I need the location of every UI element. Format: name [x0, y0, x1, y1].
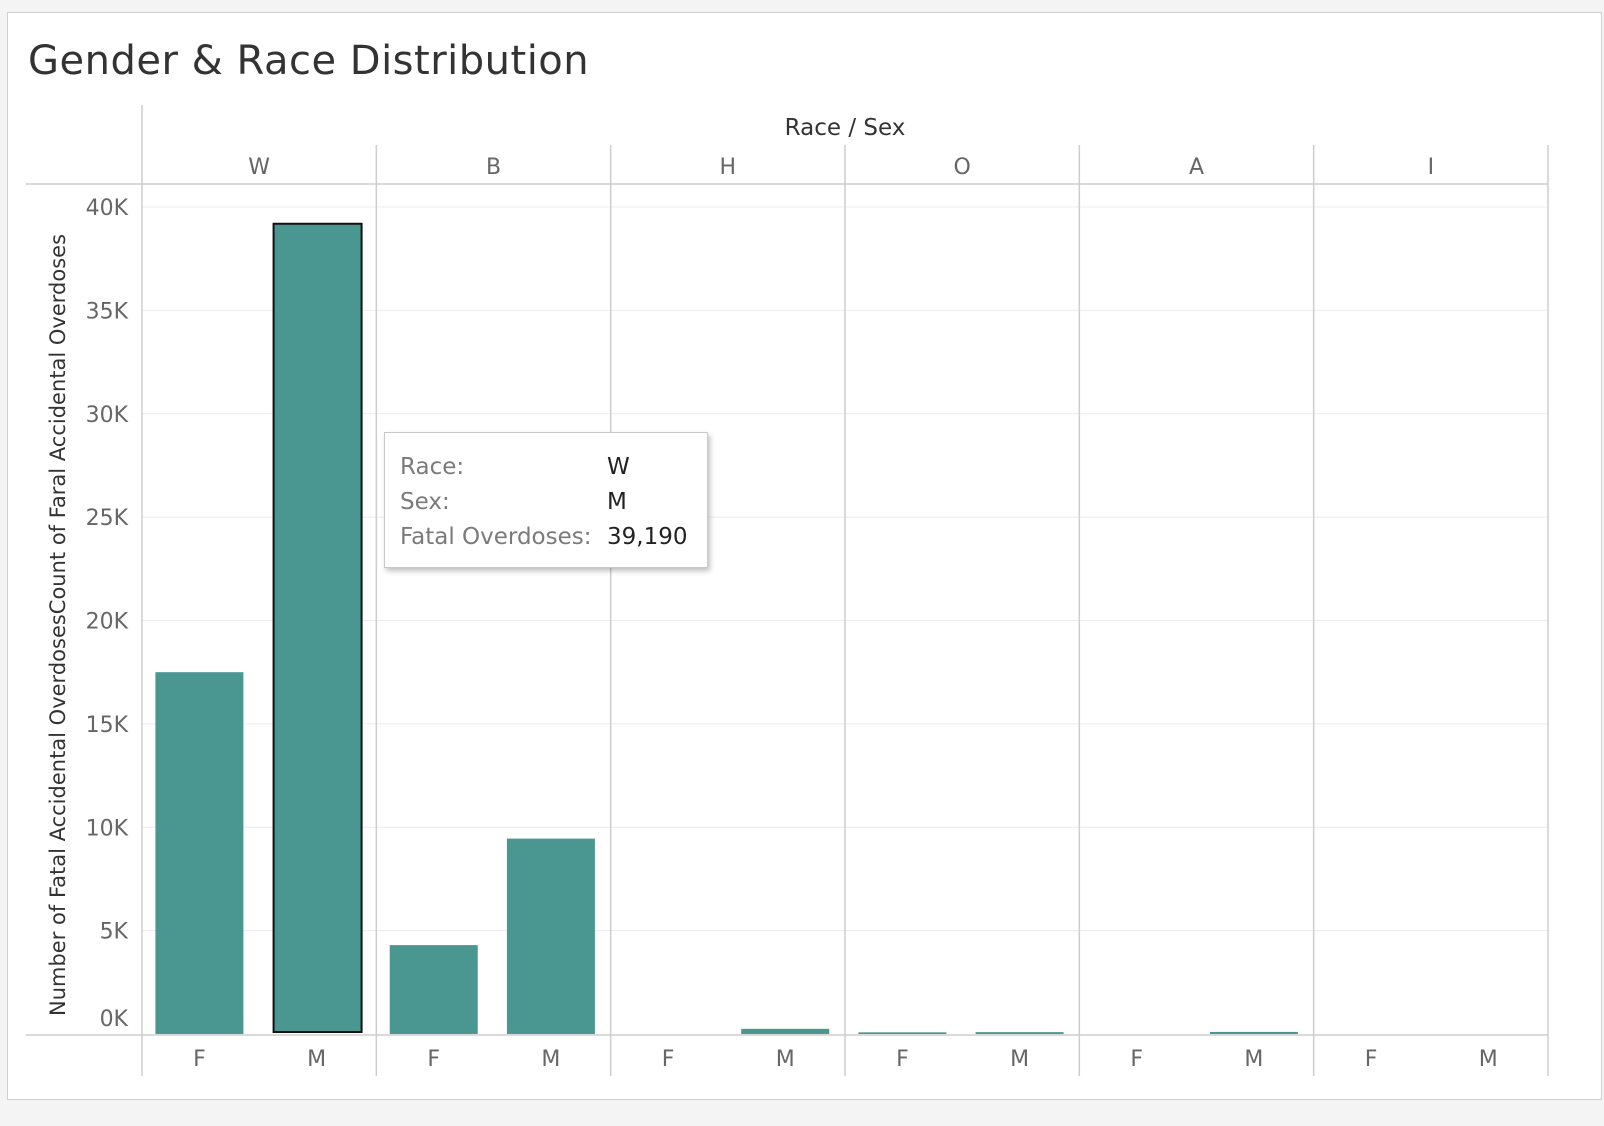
- race-header-label: W: [248, 155, 270, 180]
- tooltip-count-row: Fatal Overdoses: 39,190: [400, 520, 687, 554]
- tooltip-sex-value: M: [607, 489, 627, 515]
- bar-B-M: [506, 838, 595, 1034]
- tooltip-sex-row: Sex: M: [400, 485, 627, 519]
- y-tick-label: 5K: [100, 920, 129, 945]
- sex-tick-label: F: [896, 1047, 909, 1072]
- bar-H-M: [741, 1028, 830, 1034]
- sex-tick-label: M: [307, 1047, 326, 1072]
- bar-tooltip: Race: W Sex: M Fatal Overdoses: 39,190: [384, 432, 708, 568]
- tooltip-count-label: Fatal Overdoses:: [400, 524, 592, 550]
- sex-tick-label: M: [1010, 1047, 1029, 1072]
- y-tick-label: 30K: [86, 403, 129, 428]
- tooltip-sex-label: Sex:: [400, 489, 450, 515]
- sex-tick-label: F: [662, 1047, 675, 1072]
- y-tick-label: 0K: [100, 1007, 129, 1032]
- bar-O-F: [858, 1032, 947, 1034]
- sex-tick-label: F: [1130, 1047, 1143, 1072]
- y-tick-label: 20K: [86, 610, 129, 635]
- sex-tick-label: M: [1244, 1047, 1263, 1072]
- race-header-label: I: [1428, 155, 1435, 180]
- tooltip-count-value: 39,190: [607, 524, 688, 550]
- race-header-label: A: [1189, 155, 1204, 180]
- bar-A-M: [1209, 1031, 1298, 1034]
- y-tick-label: 25K: [86, 506, 129, 531]
- y-tick-label: 40K: [86, 196, 129, 221]
- sex-tick-label: M: [541, 1047, 560, 1072]
- y-tick-label: 10K: [86, 816, 129, 841]
- race-header-label: H: [720, 155, 737, 180]
- y-axis-title: Number of Fatal Accidental OverdosesCoun…: [46, 234, 70, 1016]
- tooltip-race-label: Race:: [400, 454, 465, 480]
- race-header-label: O: [954, 155, 971, 180]
- sex-tick-label: F: [193, 1047, 206, 1072]
- sex-tick-label: F: [1365, 1047, 1378, 1072]
- bar-O-M: [975, 1032, 1064, 1034]
- y-tick-label: 15K: [86, 713, 129, 738]
- y-tick-label: 35K: [86, 299, 129, 324]
- sex-tick-label: M: [776, 1047, 795, 1072]
- chart-title: Gender & Race Distribution: [28, 38, 590, 84]
- sex-tick-label: M: [1479, 1047, 1498, 1072]
- sex-tick-label: F: [427, 1047, 440, 1072]
- tooltip-race-value: W: [607, 454, 630, 480]
- bar-W-M: [272, 222, 363, 1033]
- race-header-label: B: [486, 155, 501, 180]
- bar-W-F: [155, 672, 244, 1034]
- tooltip-race-row: Race: W: [400, 450, 630, 484]
- bar-B-F: [389, 945, 478, 1034]
- column-header-title: Race / Sex: [785, 115, 906, 141]
